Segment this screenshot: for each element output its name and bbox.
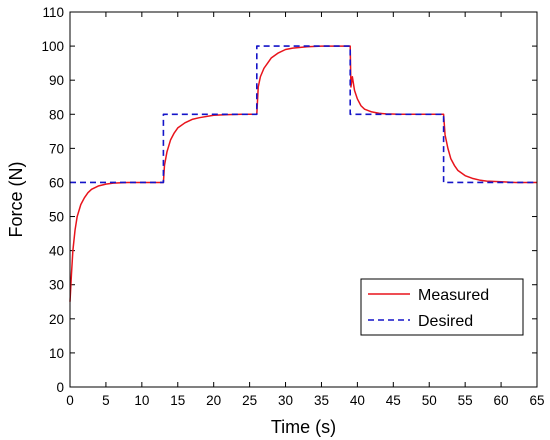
legend: Measured Desired (360, 278, 524, 336)
x-tick-label: 40 (350, 393, 365, 408)
x-axis-ticks: 0 5 10 15 20 25 30 35 40 45 50 55 60 65 (66, 12, 545, 408)
y-tick-label: 80 (49, 107, 64, 122)
y-tick-label: 100 (41, 39, 64, 54)
x-axis-title: Time (s) (271, 417, 336, 437)
x-tick-label: 10 (134, 393, 149, 408)
x-tick-label: 20 (206, 393, 221, 408)
x-tick-label: 45 (386, 393, 401, 408)
x-tick-label: 30 (278, 393, 293, 408)
y-tick-label: 30 (49, 278, 64, 293)
x-tick-label: 15 (170, 393, 185, 408)
x-tick-label: 35 (314, 393, 329, 408)
series-line-desired (70, 45, 537, 184)
series-layer (69, 45, 537, 302)
legend-label-desired: Desired (418, 313, 473, 330)
series-line-measured (69, 45, 537, 302)
plot-frame (69, 11, 538, 388)
x-tick-label: 65 (529, 393, 544, 408)
legend-box (360, 278, 524, 336)
y-tick-label: 10 (49, 346, 64, 361)
y-axis-title: Force (N) (6, 162, 26, 238)
y-tick-label: 0 (56, 380, 64, 395)
y-tick-label: 20 (49, 312, 64, 327)
x-tick-label: 60 (494, 393, 509, 408)
y-tick-label: 50 (49, 210, 64, 225)
y-tick-label: 110 (42, 5, 64, 20)
x-tick-label: 5 (102, 393, 110, 408)
y-tick-label: 70 (49, 141, 64, 156)
y-tick-label: 90 (49, 73, 64, 88)
x-tick-label: 0 (66, 393, 74, 408)
x-tick-label: 50 (422, 393, 437, 408)
x-tick-label: 55 (458, 393, 473, 408)
legend-label-measured: Measured (418, 287, 489, 304)
y-axis-ticks: 0 10 20 30 40 50 60 70 80 90 100 110 (41, 5, 537, 395)
y-tick-label: 60 (49, 175, 64, 190)
y-tick-label: 40 (49, 244, 64, 259)
x-tick-label: 25 (242, 393, 257, 408)
